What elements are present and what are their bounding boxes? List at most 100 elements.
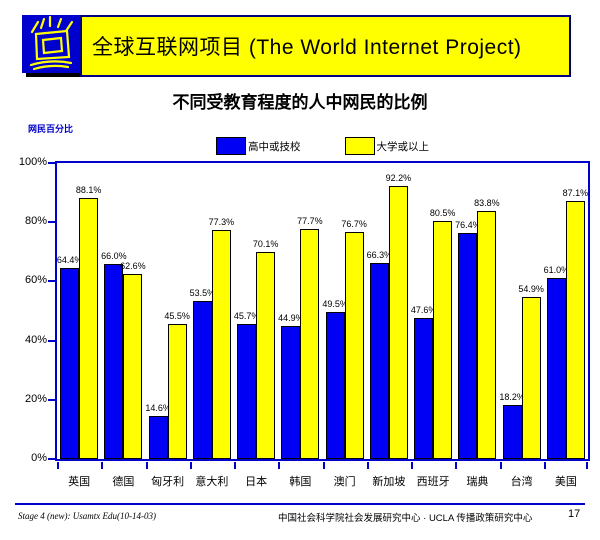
y-tick-mark <box>48 162 55 164</box>
footer-divider <box>15 503 585 505</box>
bar-value-college-7: 76.7% <box>341 218 367 229</box>
bar-high-school-7 <box>325 312 345 459</box>
bar-value-high-school-8: 66.3% <box>366 249 393 260</box>
bar-value-high-school-6: 44.9% <box>278 313 304 324</box>
page-number: 17 <box>568 508 581 520</box>
bar-value-college-10: 83.8% <box>474 197 500 208</box>
y-tick-mark <box>48 221 55 224</box>
bar-value-high-school-10: 76.4% <box>455 219 481 230</box>
bar-value-college-4: 77.3% <box>208 217 235 228</box>
bar-high-school-5 <box>237 323 257 459</box>
bar-college-7 <box>344 231 364 459</box>
x-axis-label-5: 日本 <box>245 476 268 488</box>
legend-swatch-college <box>344 137 375 155</box>
x-tick-mark <box>411 462 413 469</box>
y-tick-mark <box>48 458 55 460</box>
y-axis-title: 网民百分比 <box>28 124 74 134</box>
bar-high-school-3 <box>148 415 168 459</box>
y-tick-label-100: 100% <box>18 156 47 168</box>
legend-label-college: 大学或以上 <box>376 140 430 153</box>
bar-college-3 <box>167 324 187 459</box>
x-axis-label-8: 新加坡 <box>372 476 406 488</box>
x-tick-mark <box>366 462 369 469</box>
bar-value-high-school-7: 49.5% <box>322 299 348 310</box>
x-tick-mark <box>586 462 588 469</box>
chart-plot-area: 64.4% 88.1% 66.0% 62.6% 14.6% 45.5% 53.5% 77.3%… <box>55 161 590 461</box>
x-axis-label-3: 匈牙利 <box>151 476 185 488</box>
bar-college-6 <box>300 229 320 459</box>
bar-value-high-school-11: 18.2% <box>499 392 525 403</box>
bar-value-high-school-5: 45.7% <box>233 310 260 321</box>
x-axis-label-11: 台湾 <box>510 476 533 488</box>
x-tick-mark <box>189 462 192 469</box>
x-tick-mark <box>455 462 458 469</box>
bar-value-high-school-12: 61.0% <box>543 265 570 276</box>
x-axis-label-6: 韩国 <box>289 476 312 488</box>
x-tick-mark <box>543 462 546 469</box>
bar-value-college-1: 88.1% <box>75 185 102 196</box>
bar-value-high-school-2: 66.0% <box>101 250 127 261</box>
x-axis-label-12: 美国 <box>554 476 577 488</box>
x-axis-label-9: 西班牙 <box>416 476 450 488</box>
footer-organizations: 中国社会科学院社会发展研究中心 · UCLA 传播政策研究中心 <box>278 513 533 524</box>
y-tick-label-80: 80% <box>24 215 47 228</box>
logo-drawing <box>29 15 74 71</box>
bar-value-college-3: 45.5% <box>164 311 190 322</box>
bar-value-college-8: 92.2% <box>385 173 412 184</box>
bar-college-4 <box>211 230 231 459</box>
shining-monitor-logo-icon <box>22 15 80 73</box>
x-tick-mark <box>499 462 502 469</box>
legend-label-high-school: 高中或技校 <box>248 140 301 153</box>
y-tick-label-60: 60% <box>24 274 47 287</box>
x-axis-ticks <box>57 462 588 470</box>
bar-high-school-11 <box>502 405 522 459</box>
bar-high-school-4 <box>192 300 212 459</box>
bar-high-school-10 <box>458 232 478 459</box>
bar-value-college-9: 80.5% <box>429 207 456 218</box>
bar-value-college-2: 62.6% <box>120 260 146 271</box>
bar-value-college-11: 54.9% <box>518 283 544 294</box>
y-tick-label-0: 0% <box>31 452 47 464</box>
legend-swatch-high-school <box>216 137 246 155</box>
bar-value-high-school-4: 53.5% <box>189 287 216 298</box>
bar-high-school-8 <box>369 262 389 459</box>
x-tick-mark <box>278 462 281 469</box>
x-tick-mark <box>101 462 104 469</box>
y-tick-label-20: 20% <box>24 392 47 405</box>
x-axis-label-10: 瑞典 <box>466 476 489 488</box>
x-tick-mark <box>322 462 325 469</box>
x-axis-label-7: 澳门 <box>333 476 356 488</box>
x-axis-label-1: 英国 <box>68 476 91 488</box>
bar-college-12 <box>565 201 585 459</box>
bar-college-1 <box>79 198 99 459</box>
x-tick-mark <box>57 462 59 469</box>
x-axis-label-2: 德国 <box>112 476 135 488</box>
legend-item-college: 大学或以上 <box>344 137 430 155</box>
bar-college-2 <box>123 273 143 459</box>
footer-stage-note: Stage 4 (new): Usamtx Edu(10-14-03) <box>18 511 156 521</box>
y-tick-mark <box>48 339 55 342</box>
bar-college-5 <box>256 251 276 459</box>
banner-title: 全球互联网项目 (The World Internet Project) <box>80 15 571 77</box>
bar-value-high-school-3: 14.6% <box>145 402 171 413</box>
bar-value-college-6: 77.7% <box>297 216 323 227</box>
y-tick-mark <box>48 280 55 283</box>
bar-college-8 <box>388 186 408 459</box>
bar-high-school-6 <box>281 326 301 459</box>
page-title: 不同受教育程度的人中网民的比例 <box>172 93 428 112</box>
bar-college-11 <box>521 296 541 459</box>
bar-value-college-5: 70.1% <box>252 238 279 249</box>
x-axis-labels: 英国 德国 匈牙利 意大利 日本 韩国 澳门 新加坡 西班牙 瑞典 台湾 美国 <box>57 473 588 489</box>
bar-value-college-12: 87.1% <box>562 188 589 199</box>
bar-high-school-9 <box>414 318 434 459</box>
x-tick-mark <box>234 462 236 469</box>
x-axis-label-4: 意大利 <box>195 476 229 488</box>
bar-value-high-school-1: 64.4% <box>56 255 83 266</box>
x-tick-mark <box>145 462 148 469</box>
chart-legend: 高中或技校 大学或以上 <box>55 137 590 155</box>
legend-item-high-school: 高中或技校 <box>216 137 301 155</box>
bar-value-high-school-9: 47.6% <box>410 305 437 316</box>
y-tick-label-40: 40% <box>24 333 47 346</box>
bar-college-9 <box>433 220 453 459</box>
